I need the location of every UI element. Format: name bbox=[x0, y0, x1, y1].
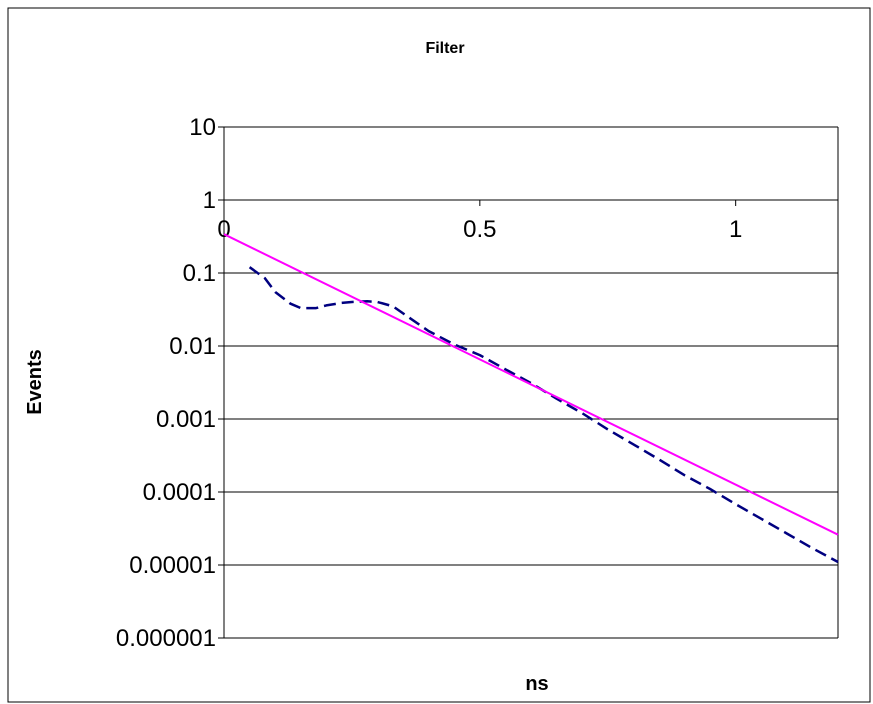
chart-title: Filter bbox=[425, 40, 464, 57]
series-line-fit bbox=[223, 233, 839, 536]
x-tick-label: 0.5 bbox=[463, 216, 496, 243]
x-axis-title: ns bbox=[525, 673, 548, 695]
chart-area-border bbox=[7, 7, 871, 703]
y-tick-label: 0.00001 bbox=[129, 552, 216, 579]
y-tick-label: 1 bbox=[203, 187, 216, 214]
x-tick-label: 1 bbox=[729, 216, 742, 243]
y-tick-label: 0.0001 bbox=[143, 479, 216, 506]
y-tick-label: 0.01 bbox=[169, 333, 216, 360]
y-axis-title: Events bbox=[24, 349, 46, 415]
y-tick-label: 0.000001 bbox=[116, 625, 216, 652]
series-line-dashed bbox=[248, 266, 839, 564]
x-tick-label: 0 bbox=[217, 216, 230, 243]
y-tick-label: 0.001 bbox=[156, 406, 216, 433]
plot-layer: 10 1 0.1 0.01 0.001 0.0001 0.00001 0.000001 0 0.5… bbox=[116, 114, 839, 652]
y-tick-label: 10 bbox=[189, 114, 216, 141]
y-tick-label: 0.1 bbox=[183, 260, 216, 287]
